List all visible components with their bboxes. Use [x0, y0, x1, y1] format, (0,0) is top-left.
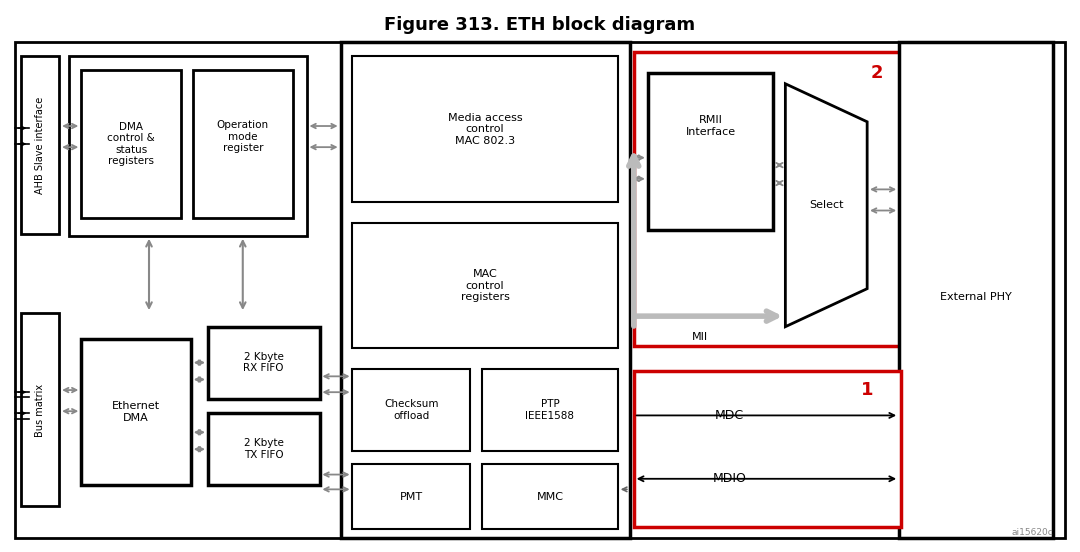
Text: 2 Kbyte
RX FIFO: 2 Kbyte RX FIFO — [243, 352, 284, 373]
Bar — [482, 464, 618, 529]
Bar — [634, 52, 901, 346]
Text: 2: 2 — [870, 64, 883, 82]
Text: MDIO: MDIO — [713, 473, 746, 485]
Bar — [634, 371, 901, 527]
Text: Media access
control
MAC 802.3: Media access control MAC 802.3 — [448, 113, 523, 146]
Bar — [81, 339, 191, 485]
Text: Checksum
offload: Checksum offload — [384, 399, 438, 421]
Text: RMII
Interface: RMII Interface — [686, 115, 735, 137]
Polygon shape — [22, 56, 59, 233]
Text: MMC: MMC — [537, 492, 564, 502]
Bar — [207, 413, 320, 485]
Text: Operation
mode
register: Operation mode register — [217, 120, 269, 153]
Text: 1: 1 — [861, 381, 874, 399]
Bar — [899, 41, 1053, 538]
Bar — [207, 327, 320, 399]
Text: MII: MII — [691, 332, 707, 342]
Text: PTP
IEEE1588: PTP IEEE1588 — [526, 399, 575, 421]
Bar — [482, 369, 618, 452]
Text: DMA
control &
status
registers: DMA control & status registers — [107, 121, 154, 166]
Bar — [69, 56, 307, 236]
Bar — [193, 70, 293, 218]
Text: Select: Select — [809, 200, 843, 210]
Bar — [648, 73, 773, 230]
Text: 2 Kbyte
TX FIFO: 2 Kbyte TX FIFO — [244, 438, 284, 460]
Text: Figure 313. ETH block diagram: Figure 313. ETH block diagram — [384, 15, 696, 34]
Text: MDC: MDC — [715, 409, 744, 422]
Bar — [81, 70, 181, 218]
Text: Ethernet
DMA: Ethernet DMA — [112, 401, 160, 423]
Text: Bus matrix: Bus matrix — [36, 384, 45, 437]
Bar — [340, 41, 630, 538]
Bar — [352, 464, 470, 529]
Bar — [352, 223, 618, 348]
Bar — [352, 369, 470, 452]
Text: External PHY: External PHY — [940, 292, 1012, 302]
Text: MAC
control
registers: MAC control registers — [461, 269, 510, 302]
Text: PMT: PMT — [400, 492, 423, 502]
Polygon shape — [22, 313, 59, 506]
Bar — [352, 56, 618, 202]
Text: ai15620c: ai15620c — [1012, 528, 1054, 537]
Polygon shape — [785, 84, 867, 327]
Text: AHB Slave interface: AHB Slave interface — [36, 97, 45, 194]
